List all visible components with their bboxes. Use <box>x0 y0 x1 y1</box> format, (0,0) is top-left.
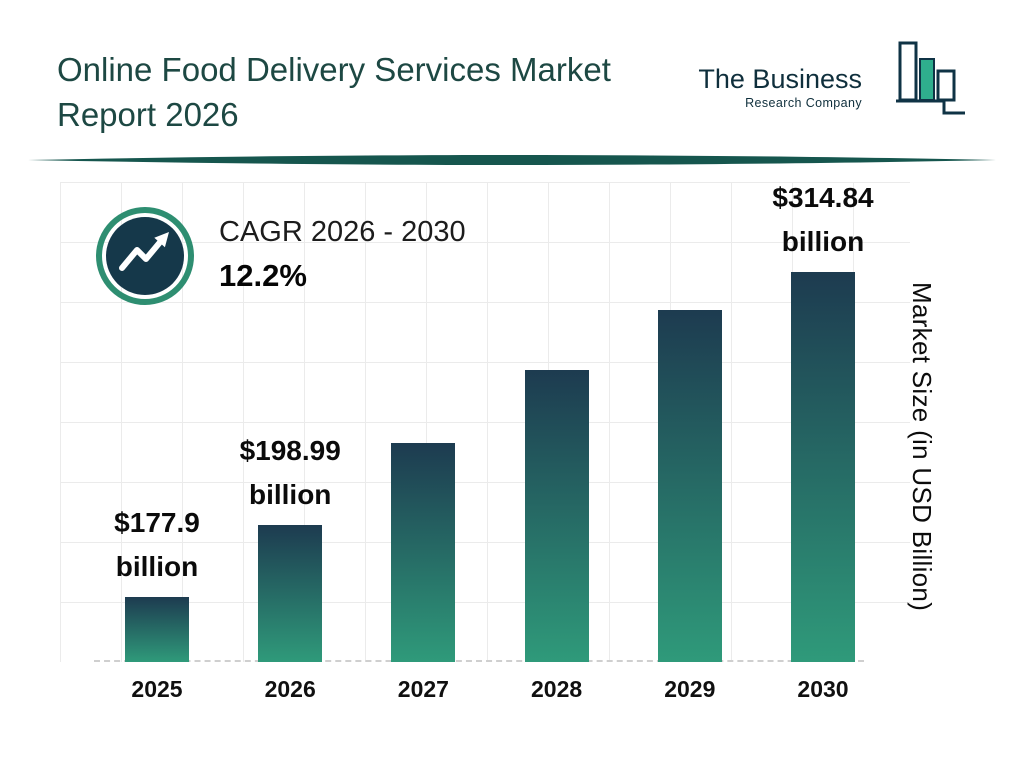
bar-chart: $177.9 billion $198.99 billion $314.84 billio… <box>60 182 910 662</box>
cagr-value: 12.2% <box>219 258 307 293</box>
bar-2027 <box>391 443 456 662</box>
x-tick-2026: 2026 <box>264 676 316 702</box>
x-axis-ticks: 2025 2026 2027 2028 2029 2030 <box>60 676 910 710</box>
logo-name: The Business <box>698 64 862 94</box>
x-tick-2025: 2025 <box>131 676 183 702</box>
bar-2025 <box>125 597 189 662</box>
company-logo: The Business Research Company <box>698 40 966 118</box>
page-title: Online Food Delivery Services Market Rep… <box>57 51 611 133</box>
bar-2029 <box>657 310 722 662</box>
bar-value-label-2026: $198.99 billion <box>239 435 341 510</box>
bar-value-label-2025: $177.9 billion <box>114 507 200 582</box>
logo-text: The Business Research Company <box>698 64 862 110</box>
cagr-label: CAGR 2026 - 2030 <box>219 216 466 248</box>
x-tick-2028: 2028 <box>531 676 583 702</box>
x-tick-2027: 2027 <box>397 676 449 702</box>
cagr-badge: CAGR 2026 - 2030 12.2% <box>95 206 466 306</box>
logo-subname: Research Company <box>745 96 862 110</box>
trend-arrow-icon <box>96 207 194 305</box>
bar-chart-logo-icon <box>896 41 965 115</box>
chart-grid <box>60 182 910 662</box>
bar-2026 <box>258 525 323 662</box>
bar-2028 <box>524 370 589 662</box>
x-axis-baseline <box>94 660 864 662</box>
y-axis-label: Market Size (in USD Billion) <box>907 282 937 612</box>
cagr-text: CAGR 2026 - 2030 12.2% <box>219 206 466 294</box>
divider-line <box>28 155 996 165</box>
x-tick-2029: 2029 <box>664 676 716 702</box>
bar-2030 <box>791 272 855 662</box>
x-tick-2030: 2030 <box>797 676 849 702</box>
bar-value-label-2030: $314.84 billion <box>772 182 874 257</box>
